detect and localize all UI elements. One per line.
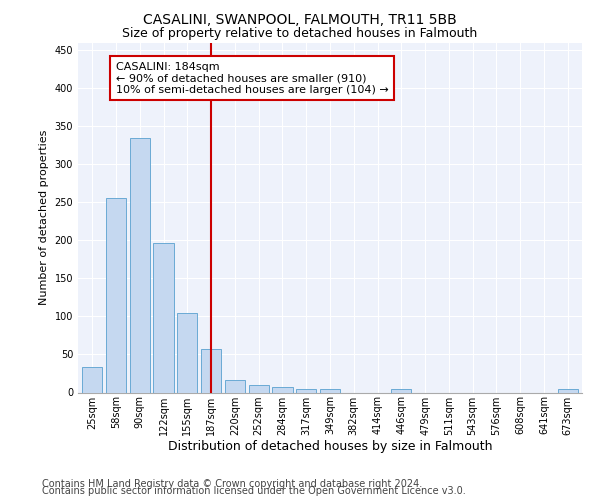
Bar — [272, 387, 293, 392]
Bar — [201, 349, 221, 393]
Bar — [225, 380, 245, 392]
Text: Contains public sector information licensed under the Open Government Licence v3: Contains public sector information licen… — [42, 486, 466, 496]
Bar — [557, 390, 578, 392]
Text: CASALINI: 184sqm
← 90% of detached houses are smaller (910)
10% of semi-detached: CASALINI: 184sqm ← 90% of detached house… — [116, 62, 389, 94]
Bar — [320, 390, 340, 392]
Bar — [130, 138, 150, 392]
Text: Contains HM Land Registry data © Crown copyright and database right 2024.: Contains HM Land Registry data © Crown c… — [42, 479, 422, 489]
Bar — [177, 314, 197, 392]
Bar — [296, 388, 316, 392]
Text: CASALINI, SWANPOOL, FALMOUTH, TR11 5BB: CASALINI, SWANPOOL, FALMOUTH, TR11 5BB — [143, 12, 457, 26]
X-axis label: Distribution of detached houses by size in Falmouth: Distribution of detached houses by size … — [168, 440, 492, 454]
Bar — [106, 198, 126, 392]
Text: Size of property relative to detached houses in Falmouth: Size of property relative to detached ho… — [122, 28, 478, 40]
Y-axis label: Number of detached properties: Number of detached properties — [39, 130, 49, 305]
Bar — [391, 390, 412, 392]
Bar — [248, 385, 269, 392]
Bar — [82, 366, 103, 392]
Bar — [154, 242, 173, 392]
